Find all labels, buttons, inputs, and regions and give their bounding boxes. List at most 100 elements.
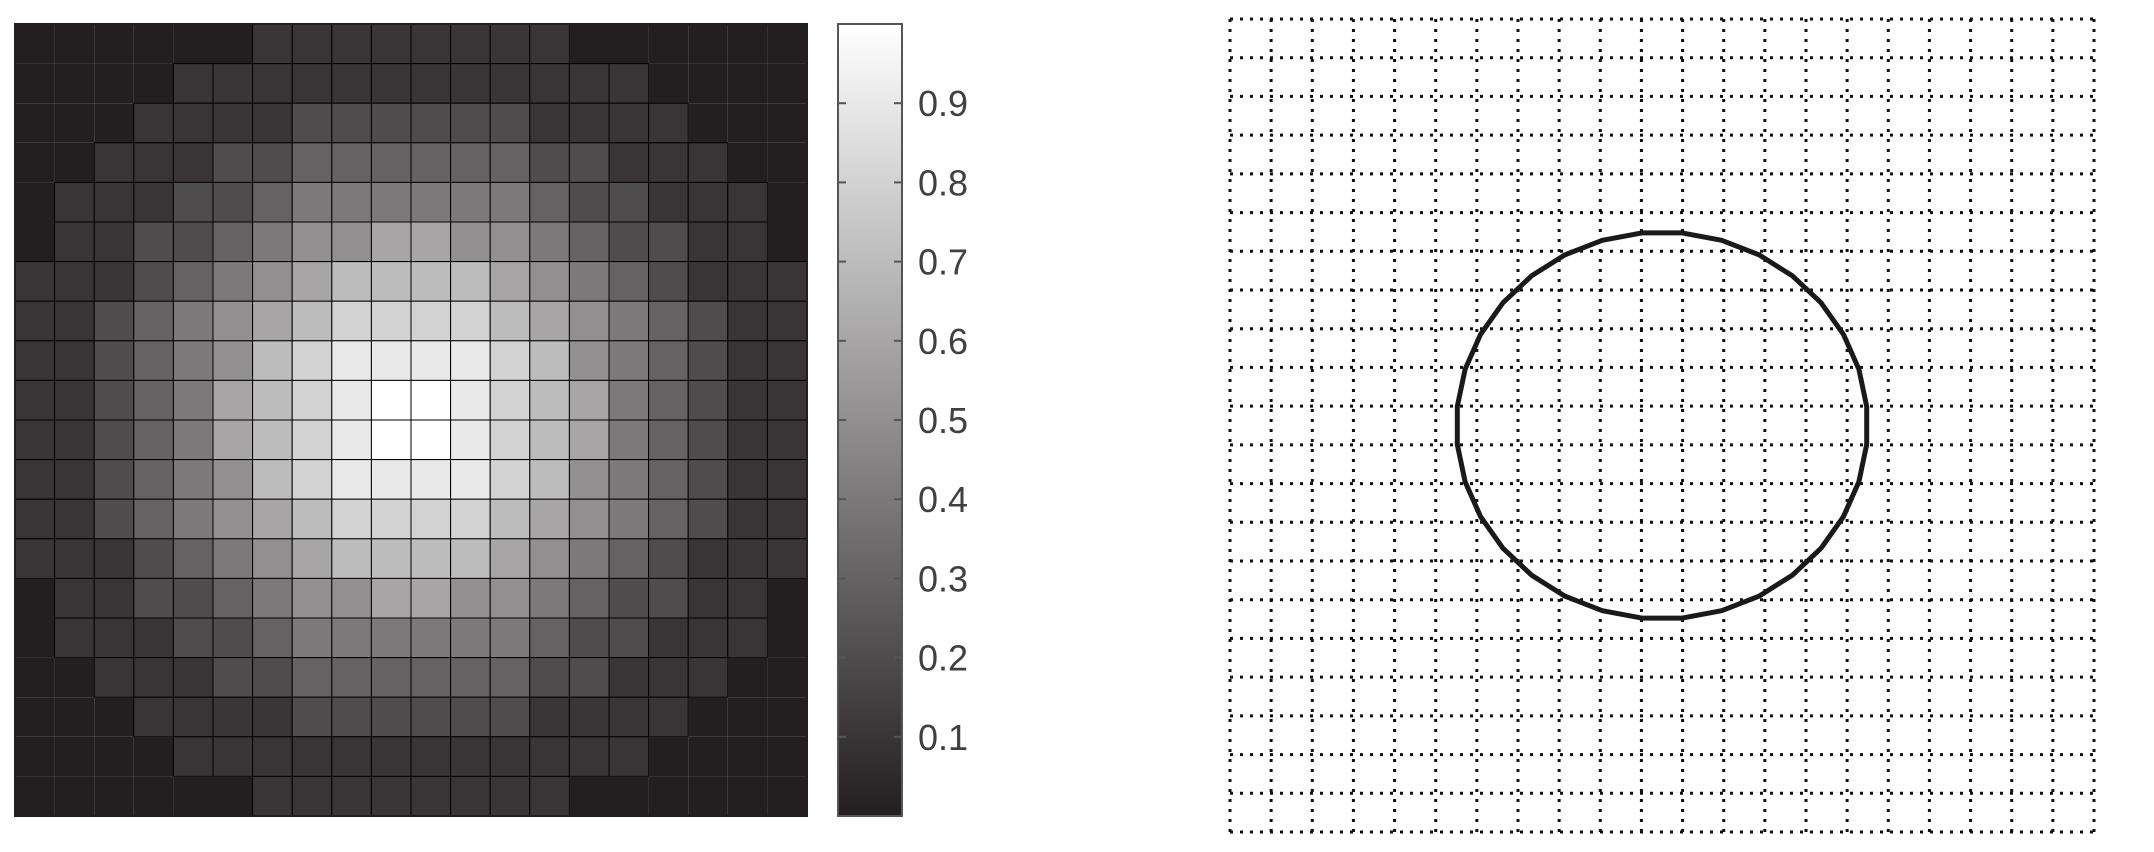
heatmap-cell (54, 103, 95, 143)
heatmap-cell (410, 657, 452, 698)
heatmap-cell (54, 697, 95, 737)
heatmap-cell (489, 102, 531, 144)
heatmap-cell (331, 261, 372, 302)
heatmap-cell (608, 419, 650, 461)
heatmap-cell (410, 102, 452, 144)
heatmap-cell (133, 300, 174, 342)
heatmap-cell (370, 577, 412, 619)
heatmap-cell (648, 340, 689, 381)
heatmap-cell (568, 498, 610, 540)
heatmap-cell (133, 459, 174, 500)
heatmap-cell (608, 617, 650, 659)
heatmap-cell (727, 657, 768, 698)
heatmap-cell (727, 577, 768, 619)
heatmap-cell (410, 538, 452, 579)
heatmap-cell (648, 181, 689, 223)
heatmap-cell (529, 261, 570, 302)
heatmap-cell (608, 696, 650, 738)
heatmap-cell (648, 776, 689, 816)
heatmap-cell (54, 340, 95, 381)
heatmap-cell (450, 300, 491, 342)
heatmap-cell (331, 340, 372, 381)
heatmap-cell (133, 221, 174, 263)
heatmap-cell (252, 459, 293, 500)
heatmap-cell (291, 102, 333, 144)
heatmap-cell (212, 696, 254, 738)
heatmap-cell (648, 577, 689, 619)
heatmap-cell (331, 459, 372, 500)
heatmap-cell (370, 221, 412, 263)
heatmap-cell (291, 498, 333, 540)
heatmap-cell (133, 379, 174, 421)
heatmap-cell (450, 617, 491, 659)
heatmap-cell (252, 538, 293, 579)
heatmap-cell (54, 379, 95, 421)
heatmap-cell (608, 181, 650, 223)
colorbar: 0.1 0.2 0.3 0.4 0.5 0.6 0.7 0.8 0.9 (837, 23, 968, 817)
heatmap-cell (687, 459, 729, 500)
heatmap-cell (252, 577, 293, 619)
heatmap-cell (608, 538, 650, 579)
heatmap-cell (727, 142, 768, 183)
heatmap-cell (410, 340, 452, 381)
heatmap-cell (648, 63, 689, 104)
heatmap-cell (766, 459, 808, 500)
heatmap-cell (252, 142, 293, 183)
heatmap-cell (489, 419, 531, 461)
heatmap-cell (252, 419, 293, 461)
heatmap-cell (529, 419, 570, 461)
heatmap-cell (331, 142, 372, 183)
heatmap-cell (252, 300, 293, 342)
heatmap-cell (450, 696, 491, 738)
heatmap-cell (767, 103, 807, 143)
heatmap-cell (291, 459, 333, 500)
heatmap-cell (291, 340, 333, 381)
heatmap-cell (687, 657, 729, 698)
heatmap-cell (93, 617, 135, 659)
heatmap-cell (15, 776, 55, 816)
heatmap-cell (529, 102, 570, 144)
heatmap-cell (489, 577, 531, 619)
heatmap-cell (252, 102, 293, 144)
heatmap-cell (370, 736, 412, 777)
heatmap-cell (133, 657, 174, 698)
heatmap-cell (410, 775, 452, 817)
colorbar-bar (837, 23, 903, 817)
heatmap-cell (212, 736, 254, 777)
heatmap-cell (450, 142, 491, 183)
heatmap-cell (212, 221, 254, 263)
heatmap-cell (291, 379, 333, 421)
heatmap-cell (410, 181, 452, 223)
heatmap-cell (133, 142, 174, 183)
heatmap-cell (767, 776, 807, 816)
heatmap-cell (291, 696, 333, 738)
heatmap-cell (370, 300, 412, 342)
heatmap-cell (687, 142, 729, 183)
heatmap-cell (767, 142, 807, 183)
heatmap-cell (15, 222, 55, 262)
heatmap-cell (410, 300, 452, 342)
heatmap-cell (529, 379, 570, 421)
heatmap-cell (687, 498, 729, 540)
heatmap-cell (450, 736, 491, 777)
heatmap-cell (727, 340, 768, 381)
heatmap-cell (94, 697, 134, 737)
colorbar-tick-label: 0.9 (918, 83, 968, 124)
heatmap-cell (370, 696, 412, 738)
heatmap-cell (370, 261, 412, 302)
heatmap-cell (687, 617, 729, 659)
heatmap-cell (331, 102, 372, 144)
heatmap-cell (687, 181, 729, 223)
heatmap-cell (648, 102, 689, 144)
heatmap-cell (529, 538, 570, 579)
heatmap-cell (370, 142, 412, 183)
heatmap-cell (766, 379, 808, 421)
heatmap-cell (648, 498, 689, 540)
heatmap-cell (252, 23, 293, 65)
heatmap-cell (212, 261, 254, 302)
heatmap-cell (450, 775, 491, 817)
heatmap-cell (569, 776, 609, 816)
heatmap-cell (54, 459, 95, 500)
heatmap-cell (93, 379, 135, 421)
heatmap-cell (291, 538, 333, 579)
